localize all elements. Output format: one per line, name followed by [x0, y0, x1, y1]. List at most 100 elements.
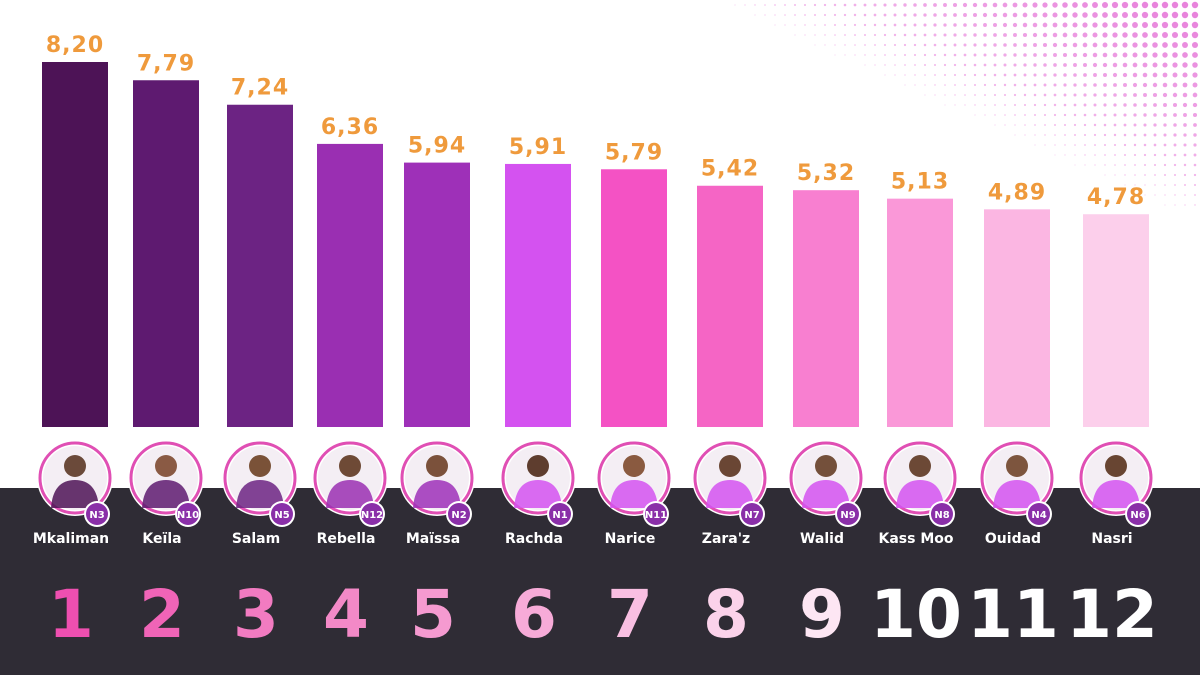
halftone-dot — [864, 44, 866, 46]
halftone-dot — [923, 33, 927, 37]
halftone-dot — [814, 14, 816, 16]
halftone-dot — [1183, 133, 1187, 137]
halftone-dot — [1144, 184, 1146, 186]
halftone-dot — [1142, 72, 1148, 78]
halftone-dot — [963, 73, 967, 77]
halftone-dot — [1062, 42, 1068, 48]
halftone-dot — [1063, 93, 1067, 97]
halftone-dot — [1122, 42, 1128, 48]
halftone-dot — [1194, 194, 1196, 196]
halftone-dot — [1013, 83, 1017, 87]
halftone-dot — [1113, 143, 1117, 147]
halftone-dot — [1073, 113, 1077, 117]
halftone-dot — [784, 14, 786, 16]
halftone-dot — [992, 22, 998, 28]
halftone-dot — [1102, 52, 1108, 58]
halftone-dot — [1092, 22, 1098, 28]
halftone-dot — [1052, 12, 1058, 18]
halftone-dot — [1042, 12, 1048, 18]
avatar-head — [527, 455, 549, 477]
halftone-dot — [953, 63, 957, 67]
halftone-dot — [1122, 32, 1128, 38]
halftone-dot — [1072, 2, 1078, 8]
bar-value-label: 5,42 — [701, 157, 759, 182]
halftone-dot — [1123, 123, 1127, 127]
halftone-dot — [1054, 134, 1056, 136]
bar-value-label: 8,20 — [46, 33, 104, 58]
contestant-avatar: N6 — [1078, 440, 1154, 527]
halftone-dot — [794, 14, 796, 16]
halftone-dot — [1114, 174, 1116, 176]
halftone-dot — [1182, 42, 1188, 48]
halftone-dot — [903, 13, 907, 17]
halftone-dot — [953, 23, 957, 27]
halftone-dot — [1074, 154, 1076, 156]
badge — [549, 503, 571, 525]
halftone-dot — [1171, 1, 1179, 9]
halftone-dot — [1014, 134, 1016, 136]
halftone-dot — [854, 34, 856, 36]
halftone-dot — [1053, 83, 1057, 87]
halftone-dot — [1143, 103, 1147, 107]
halftone-dot — [1172, 42, 1178, 48]
halftone-dot — [1191, 31, 1199, 39]
contestant-name-label: Zara'z — [702, 531, 750, 547]
halftone-dot — [834, 54, 836, 56]
halftone-dot — [1072, 12, 1078, 18]
halftone-dot — [1193, 153, 1197, 157]
halftone-dot — [972, 2, 978, 8]
halftone-dot — [1111, 1, 1119, 9]
halftone-dot — [1004, 124, 1006, 126]
halftone-dot — [1003, 43, 1007, 47]
halftone-dot — [1042, 22, 1048, 28]
halftone-dot — [1151, 21, 1159, 29]
halftone-dot — [1103, 133, 1107, 137]
halftone-dot — [1083, 73, 1087, 77]
halftone-dot — [883, 13, 887, 17]
contestant-name-label: Salam — [232, 531, 280, 547]
halftone-dot — [1171, 21, 1179, 29]
halftone-dot — [944, 74, 946, 76]
badge — [86, 503, 108, 525]
halftone-dot — [1063, 63, 1067, 67]
halftone-dot — [914, 64, 916, 66]
halftone-dot — [1013, 33, 1017, 37]
halftone-dot — [993, 53, 997, 57]
halftone-dot — [1032, 2, 1038, 8]
halftone-dot — [943, 13, 947, 17]
halftone-dot — [993, 73, 997, 77]
halftone-dot — [1132, 82, 1138, 88]
halftone-dot — [953, 53, 957, 57]
badge — [645, 503, 667, 525]
contestant-avatar: N10 — [128, 440, 204, 527]
halftone-dot — [1073, 103, 1077, 107]
halftone-dot — [1023, 63, 1027, 67]
halftone-dot — [983, 83, 987, 87]
halftone-dot — [1152, 82, 1158, 88]
halftone-dot — [972, 12, 978, 18]
halftone-dot — [1133, 93, 1137, 97]
halftone-dot — [933, 13, 937, 17]
halftone-dot — [1102, 72, 1108, 78]
halftone-dot — [1193, 163, 1197, 167]
halftone-dot — [962, 2, 968, 8]
halftone-dot — [1023, 93, 1027, 97]
halftone-dot — [1043, 83, 1047, 87]
halftone-dot — [1053, 103, 1057, 107]
halftone-dot — [1153, 113, 1157, 117]
halftone-dot — [1043, 113, 1047, 117]
halftone-dot — [1022, 22, 1028, 28]
halftone-dot — [1131, 11, 1139, 19]
halftone-dot — [774, 14, 776, 16]
halftone-dot — [1123, 143, 1127, 147]
halftone-dot — [1033, 73, 1037, 77]
halftone-dot — [814, 34, 816, 36]
halftone-dot — [1013, 63, 1017, 67]
halftone-dot — [1162, 82, 1168, 88]
halftone-dot — [744, 4, 746, 6]
halftone-dot — [1083, 83, 1087, 87]
halftone-dot — [924, 64, 926, 66]
halftone-dot — [1164, 204, 1166, 206]
